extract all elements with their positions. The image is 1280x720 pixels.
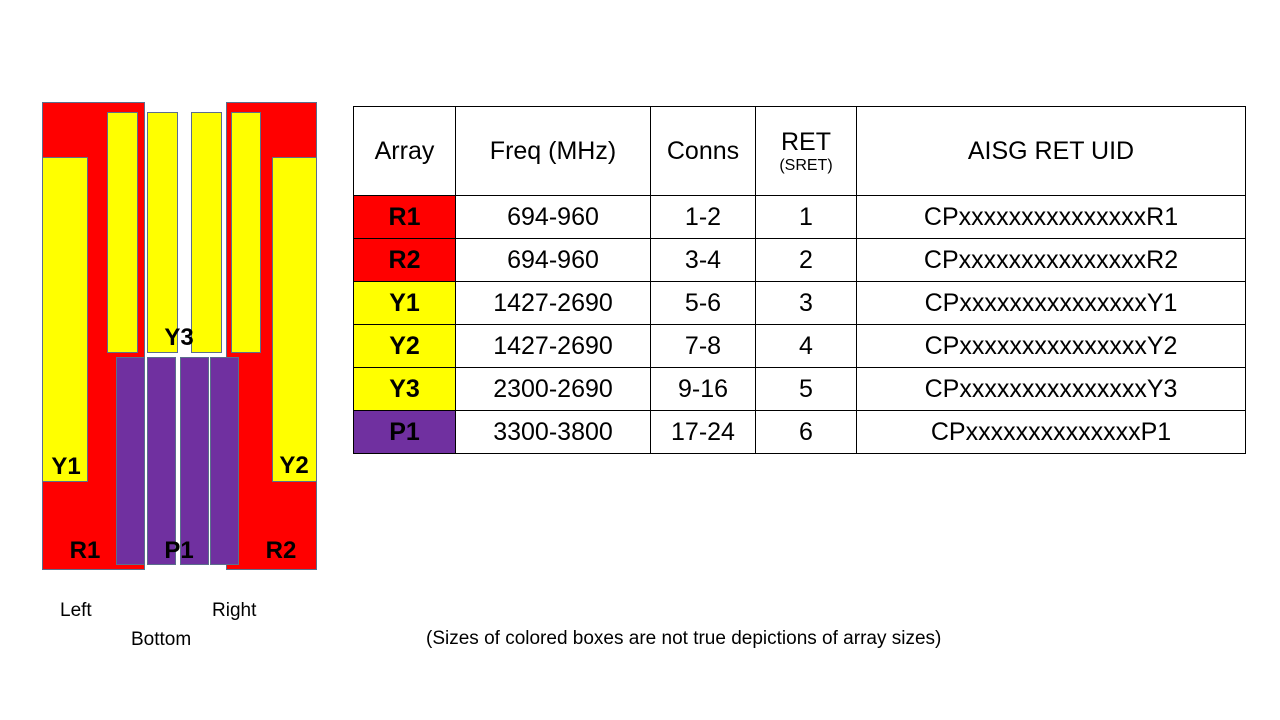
array-y3-column [147, 112, 178, 353]
array-p1-column [210, 357, 239, 565]
header-ret-sub: (SRET) [779, 156, 833, 174]
cell-freq: 694-960 [455, 195, 651, 239]
array-p1-column [116, 357, 145, 565]
label-y3: Y3 [164, 324, 194, 351]
array-y1-box [42, 157, 88, 482]
header-conns: Conns [650, 106, 756, 196]
cell-conns: 17-24 [650, 410, 756, 454]
table-row: Y3 2300-2690 9-16 5 CPxxxxxxxxxxxxxxxY3 [353, 367, 1246, 411]
caption-right: Right [212, 600, 257, 621]
caption-left: Left [60, 600, 92, 621]
footnote: (Sizes of colored boxes are not true dep… [426, 628, 942, 649]
cell-freq: 2300-2690 [455, 367, 651, 411]
cell-ret: 3 [755, 281, 857, 325]
caption-bottom: Bottom [131, 629, 192, 650]
header-array: Array [353, 106, 456, 196]
array-y3-column [231, 112, 261, 353]
label-r1: R1 [69, 537, 101, 564]
cell-uid: CPxxxxxxxxxxxxxxxY1 [856, 281, 1246, 325]
header-freq: Freq (MHz) [455, 106, 651, 196]
array-y3-column [191, 112, 222, 353]
cell-conns: 9-16 [650, 367, 756, 411]
array-p1-column [180, 357, 209, 565]
cell-ret: 1 [755, 195, 857, 239]
cell-ret: 5 [755, 367, 857, 411]
label-r2: R2 [265, 537, 297, 564]
cell-array: Y3 [353, 367, 456, 411]
cell-array: Y1 [353, 281, 456, 325]
cell-uid: CPxxxxxxxxxxxxxxxR1 [856, 195, 1246, 239]
cell-ret: 2 [755, 238, 857, 282]
cell-freq: 3300-3800 [455, 410, 651, 454]
table-row: Y1 1427-2690 5-6 3 CPxxxxxxxxxxxxxxxY1 [353, 281, 1246, 325]
cell-uid: CPxxxxxxxxxxxxxxxY3 [856, 367, 1246, 411]
array-p1-column [147, 357, 176, 565]
cell-array: P1 [353, 410, 456, 454]
cell-array: R2 [353, 238, 456, 282]
header-ret-label: RET [781, 127, 831, 156]
array-table: Array Freq (MHz) Conns RET (SRET) AISG RE… [353, 106, 1246, 454]
array-y3-column [107, 112, 138, 353]
array-y2-box [272, 157, 317, 482]
cell-uid: CPxxxxxxxxxxxxxxP1 [856, 410, 1246, 454]
cell-freq: 1427-2690 [455, 324, 651, 368]
cell-freq: 694-960 [455, 238, 651, 282]
label-p1: P1 [164, 537, 194, 564]
cell-conns: 3-4 [650, 238, 756, 282]
cell-array: Y2 [353, 324, 456, 368]
table-row: R1 694-960 1-2 1 CPxxxxxxxxxxxxxxxR1 [353, 195, 1246, 239]
cell-ret: 6 [755, 410, 857, 454]
cell-uid: CPxxxxxxxxxxxxxxxY2 [856, 324, 1246, 368]
table-header-row: Array Freq (MHz) Conns RET (SRET) AISG RE… [353, 106, 1246, 196]
table-row: P1 3300-3800 17-24 6 CPxxxxxxxxxxxxxxP1 [353, 410, 1246, 454]
cell-uid: CPxxxxxxxxxxxxxxxR2 [856, 238, 1246, 282]
cell-array: R1 [353, 195, 456, 239]
table-row: R2 694-960 3-4 2 CPxxxxxxxxxxxxxxxR2 [353, 238, 1246, 282]
label-y1: Y1 [51, 453, 81, 480]
cell-ret: 4 [755, 324, 857, 368]
cell-freq: 1427-2690 [455, 281, 651, 325]
label-y2: Y2 [279, 452, 309, 479]
cell-conns: 7-8 [650, 324, 756, 368]
table-row: Y2 1427-2690 7-8 4 CPxxxxxxxxxxxxxxxY2 [353, 324, 1246, 368]
cell-conns: 5-6 [650, 281, 756, 325]
header-uid: AISG RET UID [856, 106, 1246, 196]
cell-conns: 1-2 [650, 195, 756, 239]
header-ret: RET (SRET) [755, 106, 857, 196]
